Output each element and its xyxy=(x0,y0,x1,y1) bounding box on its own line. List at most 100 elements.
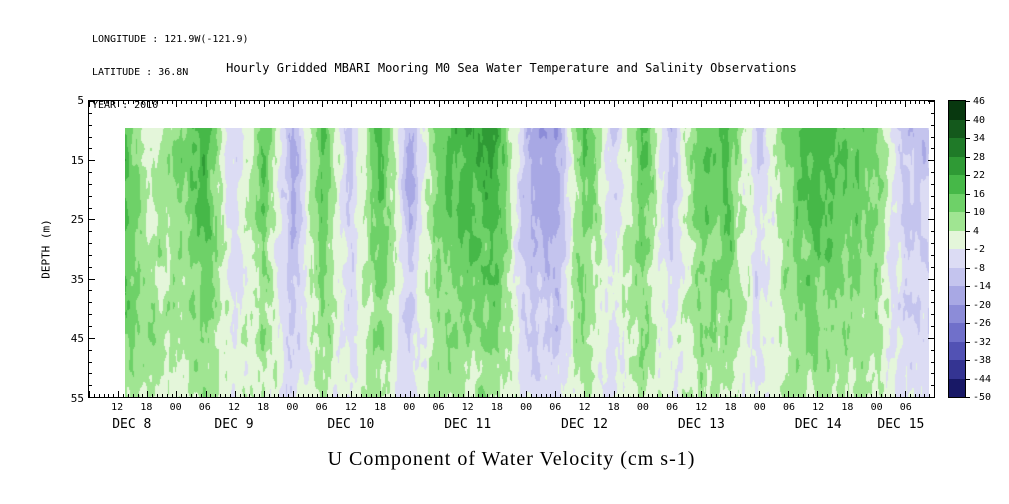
x-tick-top xyxy=(462,101,464,104)
colorbar-label: 40 xyxy=(973,114,986,126)
x-tick-top xyxy=(152,101,154,104)
x-tick-top xyxy=(89,101,90,107)
x-tick-bottom xyxy=(550,394,552,397)
x-tick-top xyxy=(778,101,780,104)
x-tick-top xyxy=(866,101,867,104)
colorbar-tick xyxy=(966,286,970,287)
x-tick-top xyxy=(934,101,935,107)
x-tick-bottom xyxy=(394,394,396,397)
colorbar-tick xyxy=(966,341,970,343)
x-tick-top xyxy=(191,101,192,104)
y-tick-right xyxy=(931,290,934,292)
x-tick-bottom xyxy=(608,394,610,397)
colorbar-label: -20 xyxy=(973,299,992,311)
x-tick-bottom xyxy=(278,394,280,397)
y-tick-right xyxy=(931,266,934,268)
x-tick-top xyxy=(618,101,620,104)
x-tick-top xyxy=(754,101,756,104)
x-tick-bottom xyxy=(866,394,867,397)
colorbar-cell xyxy=(949,267,965,286)
x-tick-label: 06 xyxy=(432,402,445,413)
x-tick-bottom xyxy=(472,394,474,397)
colorbar-label: -44 xyxy=(973,373,992,385)
y-tick-right xyxy=(931,361,934,363)
x-tick-bottom xyxy=(574,394,576,397)
x-tick-bottom xyxy=(414,394,416,397)
x-date-label: DEC 13 xyxy=(677,417,725,432)
y-tick-right xyxy=(931,148,934,150)
x-tick-bottom xyxy=(681,394,683,397)
colorbar-tick xyxy=(966,249,970,250)
x-tick-bottom xyxy=(671,391,673,397)
x-tick-bottom xyxy=(89,391,90,397)
x-tick-bottom xyxy=(254,394,256,397)
x-tick-top xyxy=(720,101,722,104)
x-tick-bottom xyxy=(467,391,469,397)
x-tick-bottom xyxy=(511,394,513,397)
x-tick-bottom xyxy=(637,394,639,397)
x-tick-bottom xyxy=(191,394,192,397)
x-tick-top xyxy=(710,101,712,104)
x-tick-bottom xyxy=(458,394,460,397)
x-tick-top xyxy=(467,101,469,107)
x-tick-top xyxy=(530,101,532,104)
colorbar-tick xyxy=(966,175,970,176)
x-tick-top xyxy=(700,101,702,107)
colorbar-label: 28 xyxy=(973,151,986,163)
x-tick-top xyxy=(93,101,95,104)
x-tick-bottom xyxy=(526,391,528,397)
x-tick-top xyxy=(200,101,202,104)
colorbar-cell xyxy=(949,119,965,138)
x-tick-bottom xyxy=(603,394,605,397)
colorbar-cell xyxy=(949,341,965,360)
x-tick-top xyxy=(176,101,178,107)
x-tick-label: 06 xyxy=(899,402,912,413)
y-tick-left xyxy=(89,101,95,102)
x-tick-bottom xyxy=(870,394,872,397)
x-tick-top xyxy=(419,101,421,104)
colorbar-tick xyxy=(966,323,970,324)
x-tick-bottom xyxy=(108,394,110,397)
x-tick-bottom xyxy=(642,391,644,397)
colorbar-tick xyxy=(966,212,970,213)
x-tick-top xyxy=(579,101,581,104)
colorbar-cell xyxy=(949,249,965,268)
x-tick-bottom xyxy=(448,394,450,397)
x-tick-top xyxy=(166,101,168,104)
x-tick-bottom xyxy=(564,394,566,397)
x-tick-bottom xyxy=(618,394,620,397)
x-tick-bottom xyxy=(594,394,596,397)
x-tick-top xyxy=(472,101,474,104)
x-tick-top xyxy=(637,101,639,104)
y-tick-left xyxy=(89,266,92,268)
y-tick-right xyxy=(931,231,934,233)
y-tick-right xyxy=(931,385,934,387)
x-tick-bottom xyxy=(710,394,712,397)
x-tick-bottom xyxy=(492,394,494,397)
x-tick-bottom xyxy=(249,394,251,397)
y-tick-left xyxy=(89,148,92,150)
x-tick-top xyxy=(307,101,309,104)
x-tick-top xyxy=(691,101,693,104)
x-tick-top xyxy=(793,101,795,104)
x-tick-top xyxy=(317,101,319,104)
colorbar-cell xyxy=(949,360,965,379)
x-tick-label: 18 xyxy=(374,402,387,413)
x-tick-top xyxy=(322,101,324,107)
x-tick-bottom xyxy=(361,394,362,397)
x-tick-label: 00 xyxy=(169,402,182,413)
x-tick-top xyxy=(895,101,897,104)
y-tick-left xyxy=(89,231,92,233)
x-tick-top xyxy=(181,101,183,104)
x-tick-bottom xyxy=(259,394,260,397)
meta-block: LONGITUDE : 121.9W(-121.9) LATITUDE : 36… xyxy=(92,12,249,133)
x-tick-bottom xyxy=(477,394,479,397)
x-tick-bottom xyxy=(900,394,901,397)
x-tick-top xyxy=(234,101,236,107)
x-tick-bottom xyxy=(186,394,188,397)
x-date-label: DEC 15 xyxy=(877,417,925,432)
x-tick-top xyxy=(574,101,576,104)
x-tick-label: 06 xyxy=(782,402,796,413)
x-tick-bottom xyxy=(375,394,377,397)
